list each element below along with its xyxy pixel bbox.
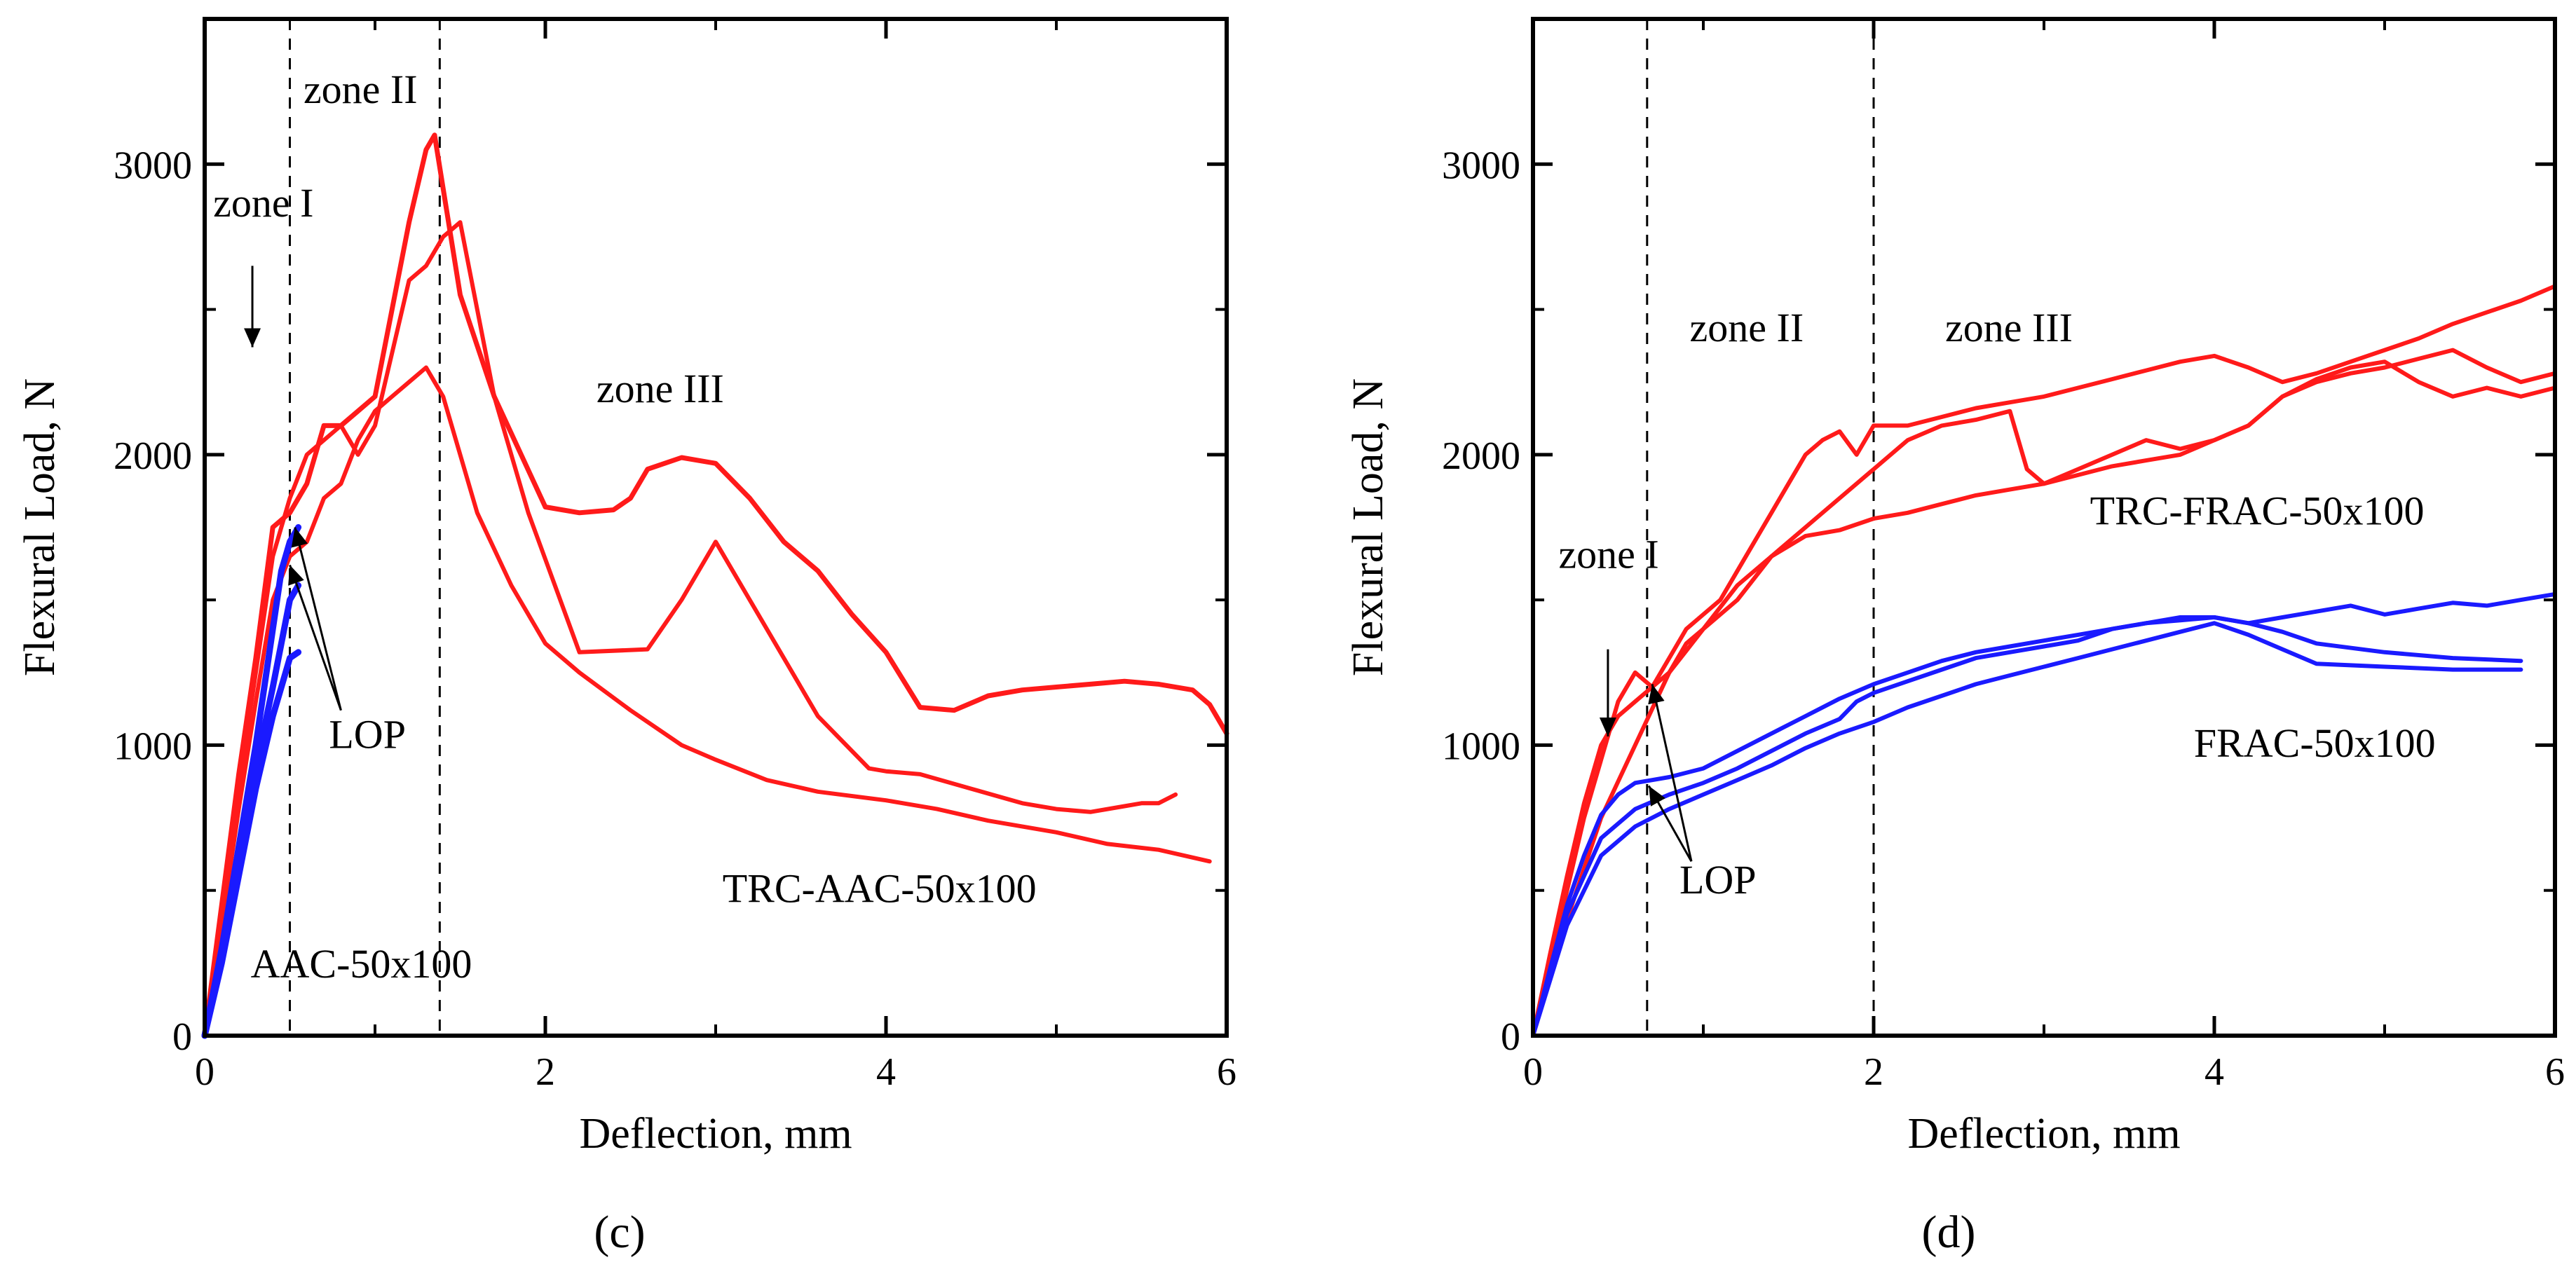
annotation-label-2: zone I bbox=[1558, 532, 1658, 577]
annotation-label-3: LOP bbox=[329, 712, 406, 757]
y-tick-label: 1000 bbox=[1442, 725, 1520, 768]
annotation-label-4: TRC-AAC-50x100 bbox=[723, 865, 1037, 911]
y-tick-label: 1000 bbox=[114, 725, 192, 768]
x-axis-label: Deflection, mm bbox=[1907, 1110, 2180, 1158]
annotation-label-1: zone III bbox=[1945, 305, 2073, 350]
y-tick-label: 2000 bbox=[114, 434, 192, 478]
series-line-blue-3 bbox=[1531, 591, 2557, 1038]
annotation-label-1: zone II bbox=[304, 67, 418, 112]
x-tick-label: 4 bbox=[2204, 1050, 2224, 1094]
annotation-arrow-1 bbox=[291, 527, 342, 711]
x-axis-label: Deflection, mm bbox=[579, 1110, 852, 1158]
y-tick-label: 0 bbox=[172, 1015, 192, 1059]
annotation-label-0: zone I bbox=[213, 180, 313, 226]
x-tick-label: 6 bbox=[2545, 1050, 2565, 1094]
annotation-label-4: TRC-FRAC-50x100 bbox=[2090, 488, 2425, 533]
x-tick-label: 4 bbox=[876, 1050, 896, 1094]
x-tick-label: 0 bbox=[195, 1050, 214, 1094]
series-line-blue-5 bbox=[201, 582, 302, 1039]
annotation-label-0: zone II bbox=[1690, 305, 1804, 350]
chart-panel-c: 0 2 4 6 0 1000 2000 3000 Deflection, mm Flexural … bbox=[16, 17, 1236, 1258]
y-tick-label: 3000 bbox=[114, 144, 192, 187]
plot-frame bbox=[203, 17, 1229, 1038]
series-line-red-1 bbox=[1531, 348, 2557, 1038]
annotation-label-3: LOP bbox=[1679, 857, 1757, 903]
annotation-arrow-2 bbox=[1647, 785, 1693, 862]
annotation-arrow-2 bbox=[288, 564, 342, 711]
panel-label: (d) bbox=[1922, 1207, 1976, 1258]
x-tick-label: 2 bbox=[536, 1050, 555, 1094]
series-line-blue-4 bbox=[1531, 615, 2523, 1038]
series-line-red-2 bbox=[1531, 359, 2557, 1038]
annotation-label-2: zone III bbox=[597, 366, 724, 411]
annotation-label-5: FRAC-50x100 bbox=[2194, 720, 2436, 766]
series-line-red-1 bbox=[203, 220, 1178, 1038]
series-line-blue-5 bbox=[1531, 621, 2523, 1038]
series-line-red-0 bbox=[202, 132, 1229, 1038]
x-tick-label: 2 bbox=[1864, 1050, 1883, 1094]
y-tick-label: 3000 bbox=[1442, 144, 1520, 187]
x-tick-label: 6 bbox=[1217, 1050, 1236, 1094]
chart-panel-d: 0 2 4 6 0 1000 2000 3000 Deflection, mm Flexural … bbox=[1344, 17, 2565, 1258]
series-line-red-0 bbox=[1531, 284, 2557, 1038]
annotation-label-5: AAC-50x100 bbox=[251, 941, 472, 987]
y-tick-label: 2000 bbox=[1442, 434, 1520, 478]
panel-label: (c) bbox=[594, 1207, 645, 1258]
y-axis-label: Flexural Load, N bbox=[1344, 378, 1392, 676]
y-tick-label: 0 bbox=[1501, 1015, 1520, 1059]
y-axis-label: Flexural Load, N bbox=[16, 378, 64, 676]
annotation-arrow-1 bbox=[1648, 684, 1693, 862]
x-tick-label: 0 bbox=[1523, 1050, 1543, 1094]
series-line-red-2 bbox=[203, 365, 1212, 1038]
